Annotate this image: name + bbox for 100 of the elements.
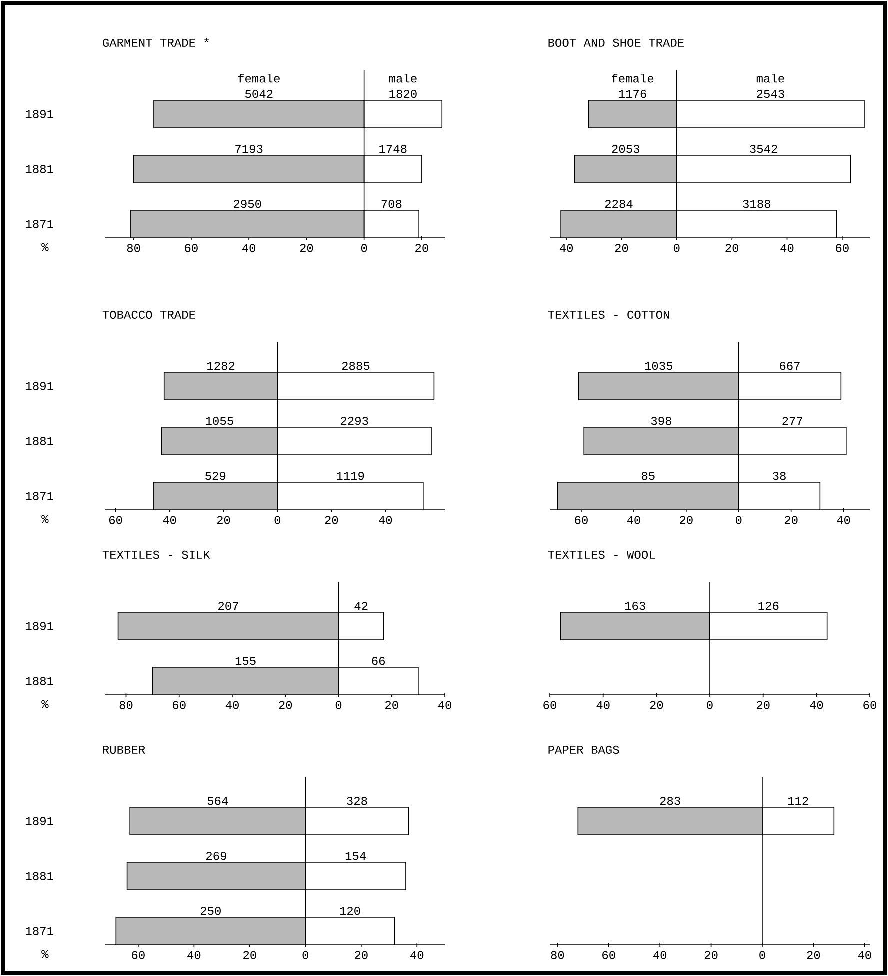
x-tick-label: 20 <box>615 244 628 252</box>
chart-title: TEXTILES - WOOL <box>548 550 656 560</box>
x-axis-title: % <box>42 515 49 524</box>
annotation: 38 <box>773 472 786 480</box>
x-tick-label: 40 <box>163 516 176 524</box>
x-tick-label: 80 <box>120 701 133 710</box>
x-tick-label: 60 <box>544 701 556 710</box>
annotation: 85 <box>642 472 655 480</box>
chart-title: TEXTILES - SILK <box>102 550 210 560</box>
annotation: 2284 <box>605 200 633 208</box>
x-tick-label: 20 <box>416 244 428 252</box>
x-tick-label: 40 <box>410 951 424 960</box>
x-tick-label: 40 <box>653 951 667 960</box>
annotation: 5042 <box>246 90 273 98</box>
annotation: 1282 <box>207 362 235 370</box>
x-tick-label: 60 <box>132 951 145 960</box>
annotation: 2950 <box>234 200 262 208</box>
series-label: female <box>612 74 654 83</box>
x-tick-label: 20 <box>807 951 820 960</box>
annotation: 126 <box>758 602 779 610</box>
annotation: 250 <box>200 907 221 916</box>
x-tick-label: 20 <box>784 516 798 524</box>
annotation: 529 <box>206 472 226 480</box>
y-tick-label: 1871 <box>26 927 54 936</box>
annotation: 154 <box>346 852 366 860</box>
annotation: 398 <box>651 417 672 426</box>
x-tick-label: 20 <box>756 701 770 710</box>
x-axis-title: % <box>42 700 49 708</box>
annotation: 112 <box>788 797 808 806</box>
y-tick-label: 1881 <box>26 872 54 880</box>
chart-title: PAPER BAGS <box>548 746 620 754</box>
x-tick-label: 0 <box>361 244 368 252</box>
x-axis-title: % <box>42 950 49 958</box>
x-tick-label: 20 <box>650 701 664 710</box>
x-tick-label: 60 <box>185 244 198 252</box>
annotation: 708 <box>382 200 402 208</box>
annotation: 2885 <box>342 362 370 370</box>
x-tick-label: 40 <box>837 516 850 524</box>
y-tick-label: 1871 <box>26 492 54 500</box>
x-tick-label: 60 <box>602 951 616 960</box>
x-tick-label: 20 <box>680 516 693 524</box>
annotation: 328 <box>347 797 368 806</box>
x-tick-label: 40 <box>596 701 610 710</box>
annotation: 277 <box>782 417 802 426</box>
x-tick-label: 40 <box>627 516 640 524</box>
y-tick-label: 1871 <box>26 220 54 228</box>
annotation: 667 <box>780 362 800 370</box>
annotation: 1176 <box>619 90 646 98</box>
x-tick-label: 40 <box>858 951 872 960</box>
x-tick-label: 60 <box>173 701 186 710</box>
x-tick-label: 20 <box>355 951 368 960</box>
annotation: 155 <box>236 657 256 666</box>
x-tick-label: 0 <box>674 244 680 252</box>
x-tick-label: 40 <box>379 516 392 524</box>
x-tick-label: 40 <box>560 244 574 252</box>
annotation: 120 <box>340 907 360 916</box>
x-tick-label: 60 <box>864 701 876 710</box>
annotation: 1748 <box>380 145 407 154</box>
annotation: 3188 <box>743 200 771 208</box>
x-tick-label: 60 <box>836 244 849 252</box>
x-tick-label: 0 <box>760 951 766 960</box>
x-tick-label: 0 <box>336 701 342 710</box>
x-tick-label: 20 <box>726 244 739 252</box>
annotation: 42 <box>354 602 368 610</box>
x-tick-label: 20 <box>300 244 314 252</box>
x-tick-label: 80 <box>551 951 564 960</box>
series-label: female <box>238 74 280 83</box>
x-tick-label: 0 <box>302 951 309 960</box>
x-tick-label: 0 <box>707 701 713 710</box>
y-tick-label: 1881 <box>26 437 54 446</box>
x-tick-label: 40 <box>226 701 239 710</box>
annotation: 2543 <box>757 90 784 98</box>
y-tick-label: 1881 <box>26 165 54 174</box>
chart-title: TEXTILES - COTTON <box>548 310 670 320</box>
x-tick-label: 20 <box>325 516 338 524</box>
y-tick-label: 1891 <box>26 622 54 630</box>
x-tick-label: 0 <box>736 516 742 524</box>
chart-title: BOOT AND SHOE TRADE <box>548 38 684 48</box>
y-tick-label: 1891 <box>26 382 54 390</box>
x-tick-label: 60 <box>109 516 122 524</box>
x-tick-label: 40 <box>242 244 256 252</box>
annotation: 269 <box>206 852 226 860</box>
annotation: 3542 <box>750 145 778 154</box>
annotation: 2293 <box>341 417 368 426</box>
x-axis-title: % <box>42 243 49 252</box>
x-tick-label: 60 <box>575 516 588 524</box>
annotation: 283 <box>660 797 680 806</box>
x-tick-label: 0 <box>274 516 281 524</box>
annotation: 1035 <box>645 362 673 370</box>
x-tick-label: 80 <box>127 244 140 252</box>
y-tick-label: 1891 <box>26 110 54 118</box>
y-tick-label: 1881 <box>26 677 54 686</box>
chart-title: GARMENT TRADE * <box>103 38 209 48</box>
annotation: 1820 <box>390 90 417 98</box>
x-tick-label: 40 <box>188 951 201 960</box>
annotation: 163 <box>625 602 646 610</box>
series-label: male <box>756 74 784 83</box>
chart-title: TOBACCO TRADE <box>102 310 196 320</box>
y-tick-label: 1891 <box>26 817 54 826</box>
annotation: 207 <box>218 602 238 610</box>
